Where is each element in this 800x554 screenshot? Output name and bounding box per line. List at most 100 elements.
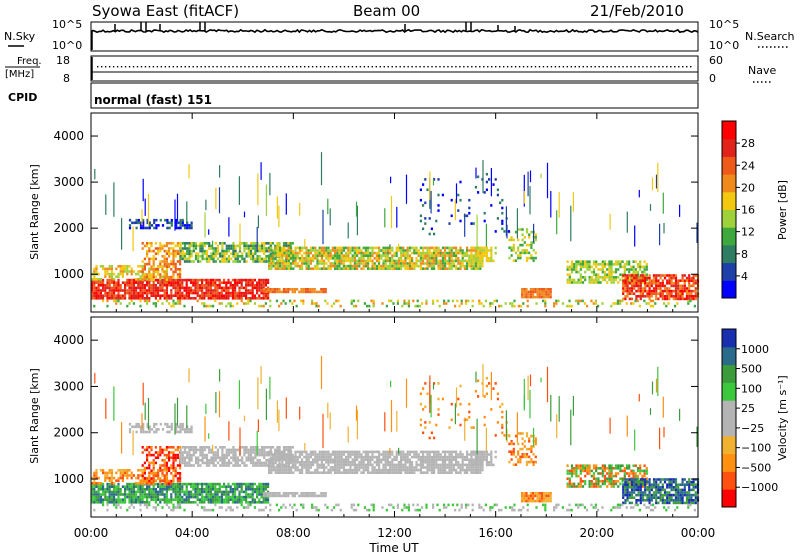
power-cell bbox=[595, 273, 598, 276]
power-cell bbox=[161, 289, 164, 292]
velocity-cell bbox=[187, 501, 190, 504]
power-cell bbox=[192, 260, 195, 263]
velocity-cell bbox=[353, 458, 356, 461]
power-cell bbox=[657, 297, 660, 301]
power-cell bbox=[185, 284, 188, 287]
velocity-cell bbox=[290, 468, 293, 472]
power-cell bbox=[216, 278, 219, 282]
power-cell bbox=[463, 264, 466, 268]
velocity-cell bbox=[221, 464, 224, 467]
power-cell bbox=[479, 246, 482, 250]
power-cell bbox=[614, 270, 618, 274]
power-cell bbox=[159, 286, 162, 290]
power-cell bbox=[474, 185, 477, 189]
velocity-cell bbox=[216, 461, 220, 465]
power-cell bbox=[461, 257, 464, 260]
power-cell bbox=[353, 262, 356, 265]
power-cell bbox=[225, 289, 228, 292]
velocity-cell bbox=[159, 448, 162, 452]
power-cell bbox=[400, 262, 403, 265]
power-cell bbox=[396, 299, 399, 303]
power-cell bbox=[521, 251, 524, 255]
power-cell bbox=[375, 254, 378, 257]
velocity-cell bbox=[176, 479, 179, 483]
power-cell bbox=[406, 262, 409, 265]
power-cell bbox=[403, 302, 406, 305]
velocity-cell bbox=[408, 458, 411, 461]
power-cell bbox=[205, 289, 208, 292]
power-cell bbox=[176, 281, 179, 284]
velocity-cell bbox=[351, 458, 354, 461]
power-cell bbox=[441, 193, 444, 197]
power-cell bbox=[568, 268, 571, 271]
power-cell bbox=[508, 256, 511, 260]
power-cell bbox=[654, 302, 657, 305]
power-cell bbox=[626, 287, 629, 290]
power-cell bbox=[512, 238, 515, 242]
velocity-cell bbox=[287, 450, 290, 454]
power-cell bbox=[483, 246, 486, 250]
power-cell bbox=[227, 244, 231, 248]
power-cell bbox=[538, 293, 541, 296]
velocity-cell bbox=[433, 463, 436, 467]
power-cell bbox=[441, 251, 444, 255]
velocity-cell bbox=[159, 501, 162, 504]
power-cell bbox=[163, 255, 166, 258]
power-cell bbox=[485, 246, 488, 250]
power-cell bbox=[95, 267, 98, 271]
velocity-cell bbox=[419, 458, 422, 461]
power-streak bbox=[482, 160, 484, 194]
power-cell bbox=[253, 284, 256, 287]
velocity-cell bbox=[336, 471, 339, 474]
velocity-cell bbox=[437, 471, 440, 474]
power-cell bbox=[479, 254, 482, 257]
velocity-cell bbox=[247, 482, 250, 486]
power-cell bbox=[190, 260, 193, 263]
freq-dot bbox=[128, 66, 131, 68]
power-cell bbox=[201, 284, 204, 287]
power-cell bbox=[404, 251, 407, 255]
power-cell bbox=[170, 247, 173, 250]
power-cell bbox=[608, 273, 611, 276]
velocity-cell bbox=[238, 482, 241, 486]
velocity-cell bbox=[209, 501, 212, 504]
velocity-cell bbox=[236, 482, 239, 486]
power-cell bbox=[314, 246, 317, 250]
power-cell bbox=[408, 264, 411, 268]
power-cell bbox=[688, 282, 691, 285]
power-cell bbox=[268, 254, 271, 257]
power-cell bbox=[466, 249, 469, 252]
power-cell bbox=[342, 257, 345, 260]
power-cell bbox=[661, 295, 664, 298]
velocity-cell bbox=[236, 488, 239, 491]
power-cell bbox=[523, 295, 526, 299]
power-cell bbox=[652, 282, 656, 285]
power-cell bbox=[483, 191, 486, 194]
power-cell bbox=[130, 289, 133, 292]
power-cell bbox=[525, 293, 528, 296]
power-cell bbox=[285, 262, 288, 265]
power-cell bbox=[139, 284, 142, 287]
power-cell bbox=[279, 259, 282, 263]
power-cell bbox=[281, 246, 284, 250]
power-cell bbox=[245, 244, 248, 248]
velocity-cell bbox=[141, 476, 144, 480]
velocity-cell bbox=[159, 453, 162, 457]
velocity-cell bbox=[338, 450, 341, 454]
velocity-cell bbox=[428, 466, 431, 469]
nsearch-tick-top: 10^5 bbox=[709, 18, 739, 31]
power-cell bbox=[349, 249, 352, 252]
power-cell bbox=[301, 254, 304, 257]
freq-dot bbox=[514, 66, 517, 68]
velocity-cell bbox=[192, 488, 195, 491]
power-cell bbox=[338, 249, 341, 252]
velocity-cell bbox=[323, 458, 326, 461]
power-cell bbox=[106, 270, 109, 273]
power-cell bbox=[188, 244, 191, 248]
power-cell bbox=[418, 304, 421, 308]
velocity-cell bbox=[150, 490, 153, 494]
power-cell bbox=[205, 281, 208, 284]
power-cell bbox=[362, 259, 365, 263]
velocity-cell bbox=[154, 456, 157, 459]
velocity-cell bbox=[285, 448, 288, 452]
